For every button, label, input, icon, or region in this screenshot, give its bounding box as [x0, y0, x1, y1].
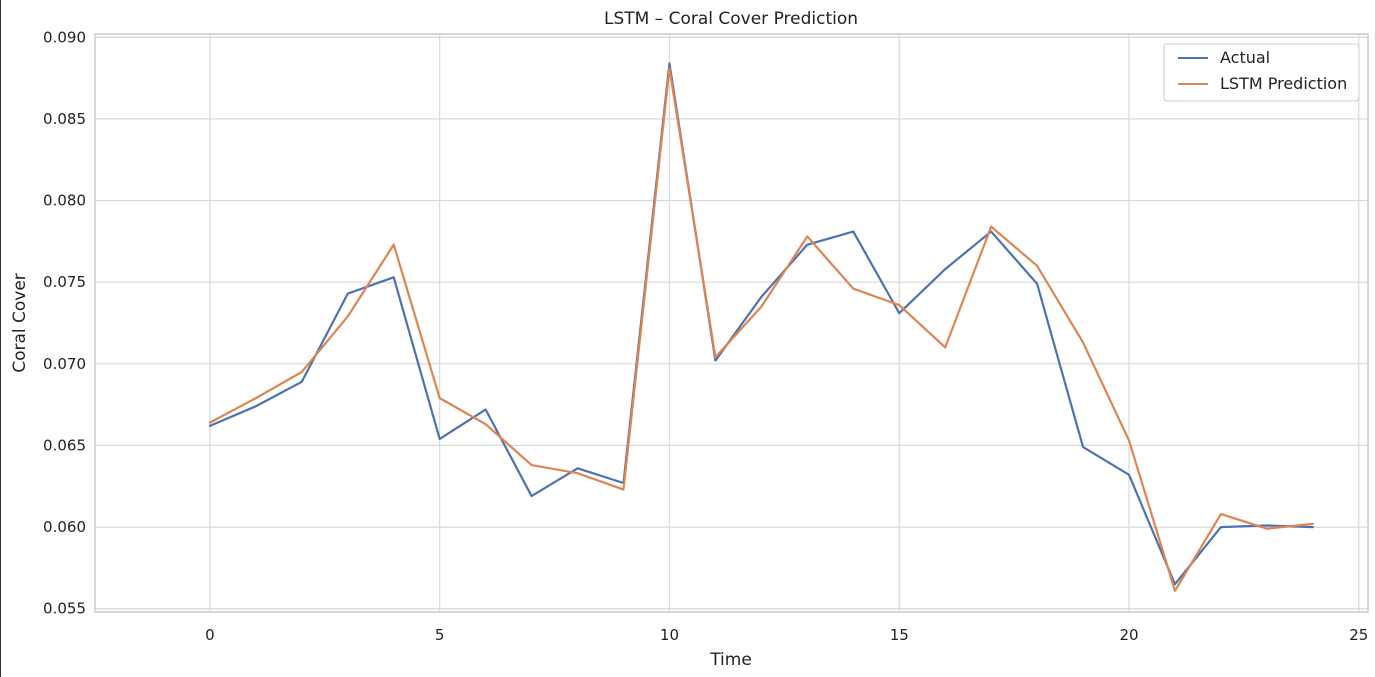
plot-border	[94, 33, 1369, 613]
y-tick-label: 0.055	[43, 600, 86, 618]
y-tick-label: 0.075	[43, 273, 86, 291]
legend-label-lstm-prediction: LSTM Prediction	[1220, 74, 1347, 93]
series-line-lstm-prediction	[208, 67, 1314, 592]
tick-labels: 0 5 10 15 20 25 0.055 0.060 0.065 0.070 0.075 0.080…	[43, 28, 1368, 644]
window-left-edge	[0, 0, 1, 677]
legend-box	[1163, 43, 1360, 102]
x-axis-label: Time	[709, 650, 752, 670]
series-layer	[208, 62, 1314, 592]
y-tick-label: 0.065	[43, 436, 86, 454]
series-line-actual	[208, 62, 1314, 586]
y-tick-label: 0.070	[43, 355, 86, 373]
y-axis-label: Coral Cover	[10, 273, 30, 373]
x-tick-label: 0	[205, 626, 215, 644]
y-tick-label: 0.080	[43, 192, 86, 210]
legend-label-actual: Actual	[1220, 48, 1270, 67]
x-tick-label: 5	[435, 626, 445, 644]
grid	[95, 34, 1368, 612]
x-tick-label: 20	[1119, 626, 1138, 644]
y-tick-label: 0.085	[43, 110, 86, 128]
plot-background	[95, 34, 1368, 612]
y-tick-label: 0.060	[43, 518, 86, 536]
y-tick-label: 0.090	[43, 28, 86, 46]
x-tick-label: 10	[660, 626, 679, 644]
x-tick-label: 25	[1349, 626, 1368, 644]
legend: Actual LSTM Prediction	[1163, 43, 1360, 102]
x-tick-label: 15	[890, 626, 909, 644]
chart-title: LSTM – Coral Cover Prediction	[604, 9, 858, 29]
